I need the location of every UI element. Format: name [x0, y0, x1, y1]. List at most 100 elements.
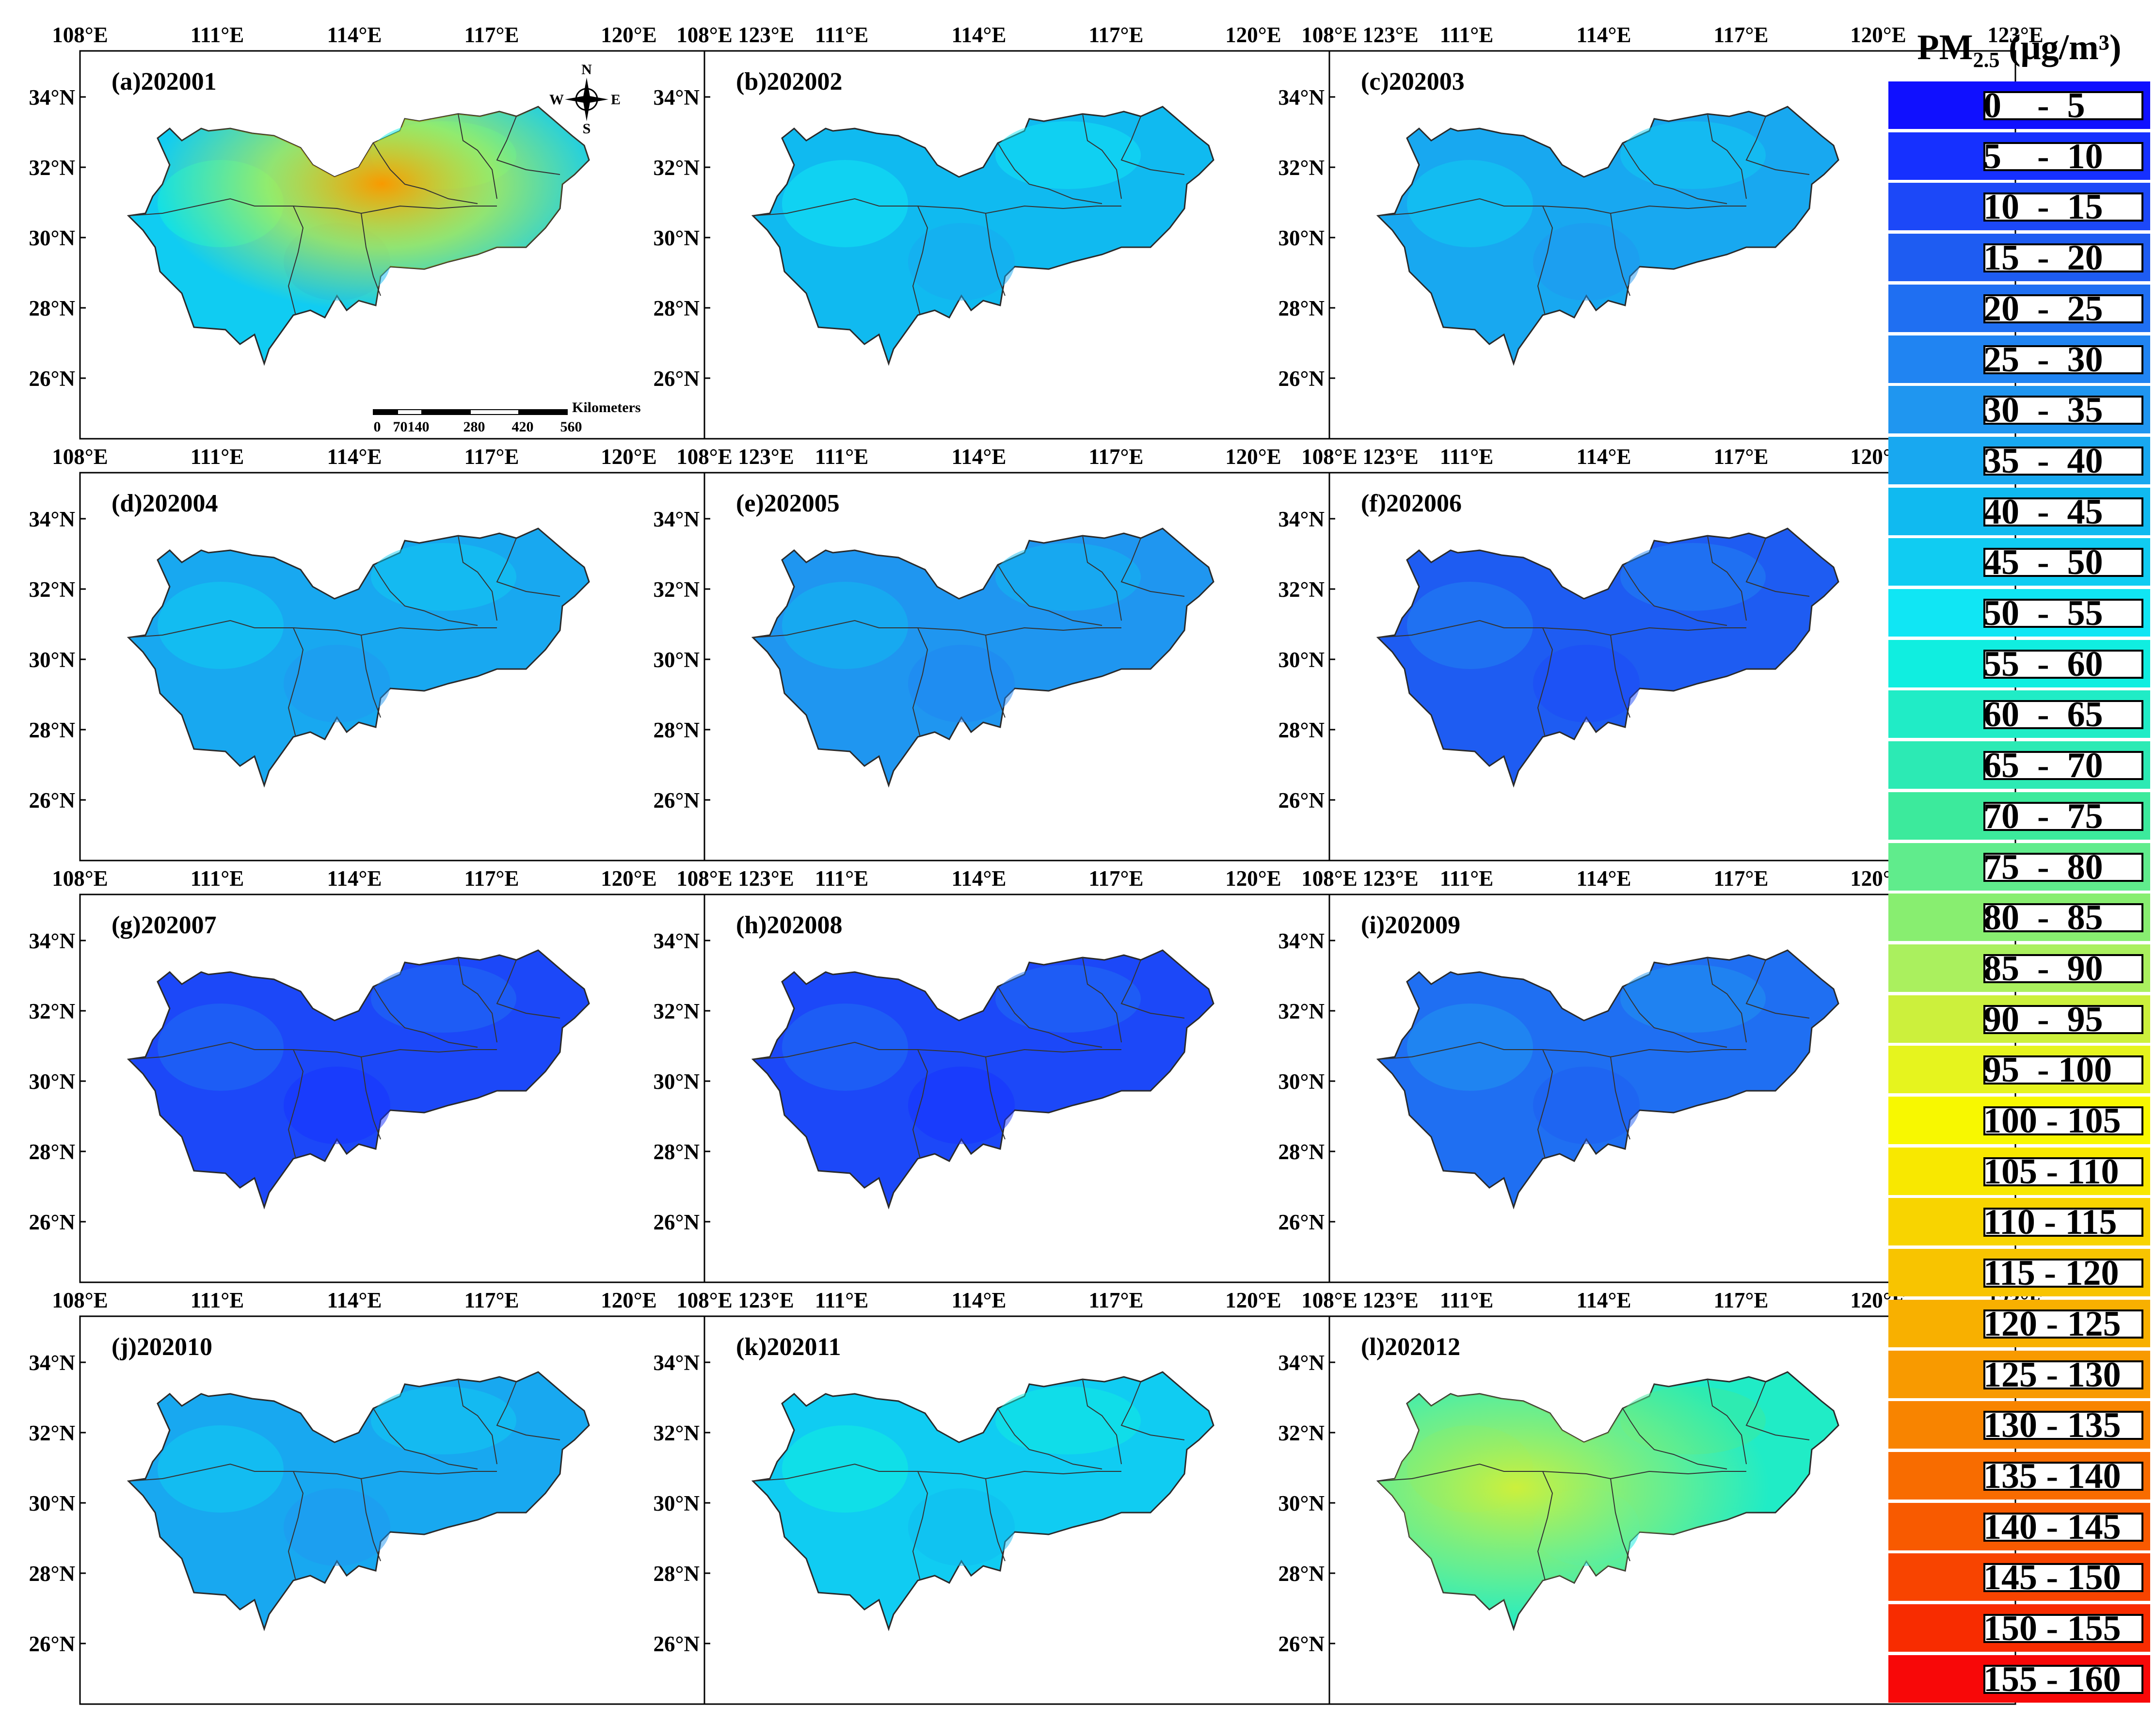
province-border — [1745, 1381, 1810, 1440]
pm25-region — [751, 949, 1214, 1210]
scale-tick-label: 280 — [463, 419, 485, 435]
lat-tick-label: 34°N — [29, 85, 76, 110]
legend-label-box — [1983, 294, 2143, 323]
panel-label: (j)202010 — [112, 1333, 212, 1361]
province-border — [997, 564, 1102, 626]
legend-label-box — [1983, 497, 2143, 526]
province-border — [1082, 113, 1122, 199]
map-panel: 108°E 111°E 114°E 117°E 120°E 123°E 34°N 32°N 30… — [654, 23, 1419, 440]
province-border — [293, 205, 497, 214]
province-border — [997, 143, 1102, 204]
province-border — [985, 1478, 1006, 1562]
province-border — [1082, 1379, 1122, 1465]
province-border — [373, 564, 478, 626]
legend-item: 30 - 35 — [1888, 386, 2150, 437]
concentration-patch — [158, 1004, 284, 1091]
lat-tick-label: 28°N — [29, 296, 76, 320]
compass-letter: N — [581, 62, 592, 78]
lat-tick-label: 30°N — [654, 226, 700, 250]
legend-item: 120 - 125 — [1888, 1299, 2150, 1351]
legend-label: 20 - 25 — [1983, 288, 2103, 329]
province-border — [293, 1049, 497, 1058]
province-border — [458, 535, 497, 621]
lat-tick-label: 28°N — [654, 296, 700, 320]
province-border — [1622, 143, 1727, 204]
concentration-patch — [1407, 160, 1533, 247]
panel-label: (f)202006 — [1361, 490, 1462, 517]
legend-label-box — [1983, 954, 2143, 983]
lon-tick-label: 123°E — [738, 23, 794, 47]
legend-label-box — [1983, 801, 2143, 831]
province-border — [1745, 538, 1810, 597]
legend-title-sub: 2.5 — [1973, 48, 2000, 72]
panel-label: (k)202011 — [736, 1333, 841, 1361]
legend-label: 110 - 115 — [1983, 1202, 2117, 1243]
province-border — [458, 1379, 497, 1465]
lat-tick-label: 32°N — [1278, 156, 1325, 180]
legend-label: 80 - 85 — [1983, 898, 2103, 938]
concentration-patch — [158, 582, 284, 669]
map-panel: 108°E 111°E 114°E 117°E 120°E 123°E 34°N 32°N 30… — [29, 866, 794, 1283]
province-border — [1622, 564, 1727, 626]
lat-tick-label: 30°N — [29, 1069, 76, 1094]
lat-tick-label: 26°N — [1278, 1632, 1325, 1656]
province-border — [1610, 213, 1630, 296]
province-border — [496, 116, 560, 175]
lon-tick-label: 117°E — [464, 23, 519, 47]
province-border — [496, 959, 560, 1019]
legend-label-box — [1983, 192, 2143, 222]
panel-label: (e)202005 — [736, 490, 840, 517]
lon-tick-label: 117°E — [1713, 1288, 1768, 1312]
lon-tick-label: 120°E — [601, 1288, 657, 1312]
province-border — [1082, 535, 1122, 621]
pm25-region — [1376, 1371, 1839, 1631]
province-border — [917, 205, 1121, 214]
lat-tick-label: 28°N — [1278, 296, 1325, 320]
province-border — [287, 1471, 304, 1581]
legend-item: 105 - 110 — [1888, 1147, 2150, 1198]
lat-tick-label: 30°N — [1278, 1069, 1325, 1094]
legend-label: 40 - 45 — [1983, 492, 2103, 532]
legend-label-box — [1983, 91, 2143, 120]
legend-label-box — [1983, 700, 2143, 730]
lon-tick-label: 123°E — [738, 445, 794, 469]
legend-item: 0 - 5 — [1888, 81, 2150, 132]
lon-tick-label: 123°E — [1362, 23, 1419, 47]
lat-tick-label: 34°N — [654, 507, 700, 531]
concentration-patch — [371, 543, 516, 611]
panel-label: (b)202002 — [736, 68, 843, 96]
legend-label: 15 - 20 — [1983, 238, 2103, 278]
lon-tick-label: 114°E — [951, 866, 1006, 891]
lat-tick-label: 32°N — [29, 156, 76, 180]
legend-label-box — [1983, 1106, 2143, 1135]
legend-item: 75 - 80 — [1888, 843, 2150, 894]
lon-tick-label: 108°E — [1301, 866, 1357, 891]
lon-tick-label: 111°E — [191, 1288, 244, 1312]
legend-label: 85 - 90 — [1983, 948, 2103, 989]
lon-tick-label: 108°E — [52, 23, 108, 47]
province-border — [1542, 1470, 1746, 1480]
province-border — [985, 213, 1006, 296]
lon-tick-label: 108°E — [676, 23, 733, 47]
lon-tick-label: 114°E — [327, 1288, 382, 1312]
province-border — [458, 957, 497, 1043]
lat-tick-label: 30°N — [29, 648, 76, 672]
legend-label-box — [1983, 599, 2143, 628]
lon-tick-label: 117°E — [464, 445, 519, 469]
lat-tick-label: 34°N — [1278, 85, 1325, 110]
province-border — [1745, 959, 1810, 1019]
lat-tick-label: 34°N — [29, 929, 76, 953]
lon-tick-label: 114°E — [951, 445, 1006, 469]
legend-item: 110 - 115 — [1888, 1198, 2150, 1249]
lat-tick-label: 32°N — [654, 999, 700, 1023]
compass-letter: E — [611, 92, 621, 108]
legend-label: 75 - 80 — [1983, 847, 2103, 887]
concentration-patch — [1533, 223, 1640, 301]
province-border — [361, 213, 381, 296]
legend-label-box — [1983, 1461, 2143, 1491]
legend-label: 30 - 35 — [1983, 390, 2103, 431]
concentration-patch — [782, 1425, 908, 1513]
legend-label-box — [1983, 446, 2143, 476]
scale-tick-label: 70140 — [393, 419, 430, 435]
lat-tick-label: 30°N — [654, 1491, 700, 1516]
